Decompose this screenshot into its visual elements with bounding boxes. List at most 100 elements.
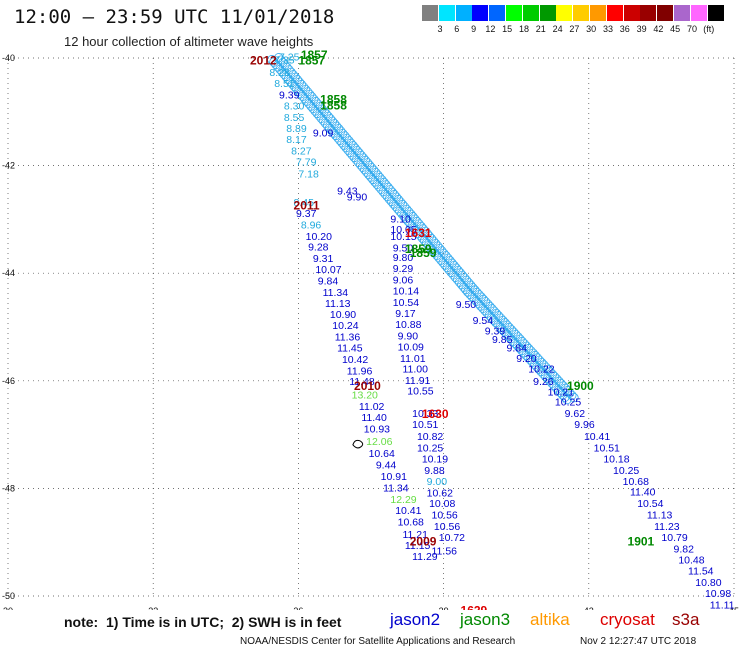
pass-time-label: 1631 xyxy=(405,226,432,240)
swh-value: 11.23 xyxy=(654,521,680,533)
swh-value: 8.17 xyxy=(286,134,307,146)
pass-time-label: 1858 xyxy=(320,99,347,113)
swh-value: 11.15 xyxy=(405,540,431,552)
scale-label: 70 xyxy=(686,24,697,34)
scale-swatch xyxy=(506,5,522,21)
swh-value: 10.41 xyxy=(395,505,421,517)
swh-value: 9.39 xyxy=(485,326,506,338)
swh-value: 11.45 xyxy=(337,343,363,355)
swh-value: 10.62 xyxy=(427,487,453,499)
scale-swatch xyxy=(707,5,724,21)
swh-value: 9.84 xyxy=(507,343,528,355)
swh-value: 9.44 xyxy=(376,459,397,471)
legend-item-jason3: jason3 xyxy=(460,610,511,629)
scale-swatch xyxy=(472,5,489,21)
scale-swatch xyxy=(690,5,707,21)
swh-value: 11.40 xyxy=(630,486,656,498)
x-tick-label: 39 xyxy=(439,606,449,610)
swh-value: 10.64 xyxy=(369,448,395,460)
swh-value: 9.10 xyxy=(390,214,411,226)
scale-swatch xyxy=(522,5,539,21)
scale-label: 36 xyxy=(619,24,630,34)
scale-label: 24 xyxy=(552,24,563,34)
legend-item-jason2: jason2 xyxy=(390,610,441,629)
swh-value: 10.91 xyxy=(381,471,407,483)
swh-value: 11.36 xyxy=(335,331,361,343)
swh-value: 11.56 xyxy=(432,546,458,558)
scale-swatch xyxy=(590,5,606,21)
swh-value: 8.51 xyxy=(274,78,295,90)
scale-label: 33 xyxy=(602,24,613,34)
scale-swatch xyxy=(657,5,674,21)
pass-time-label: 1629 xyxy=(461,603,488,610)
swh-value: 10.41 xyxy=(584,431,610,443)
scale-swatch xyxy=(539,5,556,21)
page-title: 12:00 – 23:59 UTC 11/01/2018 xyxy=(14,6,335,28)
swh-value: 10.56 xyxy=(434,521,460,533)
swh-value: 10.68 xyxy=(398,517,424,529)
contour-marker xyxy=(352,439,364,449)
scale-label: 15 xyxy=(502,24,513,34)
swh-value: 9.43 xyxy=(337,186,358,198)
pass-time-label: 2011 xyxy=(294,199,320,213)
scale-swatch xyxy=(556,5,573,21)
pass-time-label: 1901 xyxy=(628,534,655,548)
swh-value: 10.88 xyxy=(395,319,421,331)
swh-value: 9.37 xyxy=(296,208,317,220)
swh-value: 9.26 xyxy=(533,376,554,388)
swh-value: 9.09 xyxy=(313,128,334,140)
swh-value: 10.93 xyxy=(364,423,390,435)
scale-label: 21 xyxy=(535,24,546,34)
swh-value: 9.82 xyxy=(674,543,695,555)
scale-swatch xyxy=(422,5,438,21)
swh-value: 11.48 xyxy=(349,376,375,388)
scale-swatch xyxy=(438,5,455,21)
pass-time-label: 1859 xyxy=(410,246,437,260)
swh-value: 9.17 xyxy=(395,308,416,320)
scale-label: 45 xyxy=(670,24,681,34)
swh-value: 7.79 xyxy=(296,157,317,169)
y-tick-label: -48 xyxy=(2,483,15,493)
swh-value: 12.06 xyxy=(366,436,392,448)
scale-swatch xyxy=(573,5,590,21)
pass-time-label: 2009 xyxy=(410,534,437,548)
swh-value: 10.54 xyxy=(637,498,663,510)
swh-value: 11.54 xyxy=(688,565,714,577)
swh-value: 11.34 xyxy=(323,287,349,299)
swh-value: 10.55 xyxy=(407,385,433,397)
x-tick-label: 30 xyxy=(3,606,13,610)
y-tick-label: -44 xyxy=(2,268,15,278)
credit-line: NOAA/NESDIS Center for Satellite Applica… xyxy=(240,636,516,647)
swh-value: 7.35 xyxy=(274,54,295,66)
swh-value: 9.20 xyxy=(516,353,537,365)
swh-value: 9.84 xyxy=(318,275,339,287)
swh-value: 9.06 xyxy=(393,274,414,286)
scale-label: 9 xyxy=(471,24,477,34)
pass-time-label: 1858 xyxy=(320,93,347,107)
swh-value: 10.08 xyxy=(429,498,455,510)
scale-label: (ft) xyxy=(703,24,715,34)
map-grid xyxy=(7,57,735,597)
swh-value: 10.19 xyxy=(422,454,448,466)
swh-value: 11.13 xyxy=(325,298,351,310)
scale-label: 6 xyxy=(454,24,460,34)
swh-value: 11.40 xyxy=(361,412,387,424)
swh-value: 9.85 xyxy=(492,334,513,346)
swh-value: 10.51 xyxy=(412,419,438,431)
scale-swatch xyxy=(623,5,640,21)
swh-value: 8.28 xyxy=(269,67,290,79)
swh-value: 9.96 xyxy=(574,419,595,431)
pass-time-label: 1857 xyxy=(301,48,328,62)
swh-value: 13.20 xyxy=(352,390,378,402)
swh-value: 11.91 xyxy=(405,375,431,387)
swh-value: 9.31 xyxy=(313,253,334,265)
pass-time-label: 1859 xyxy=(405,242,432,256)
scale-swatch xyxy=(455,5,472,21)
swh-value: 8.27 xyxy=(291,145,312,157)
swh-value: 11.00 xyxy=(402,364,428,376)
pass-time-label: 2010 xyxy=(354,379,381,393)
swh-value: 11.96 xyxy=(347,365,373,377)
scale-label: 3 xyxy=(437,24,443,34)
